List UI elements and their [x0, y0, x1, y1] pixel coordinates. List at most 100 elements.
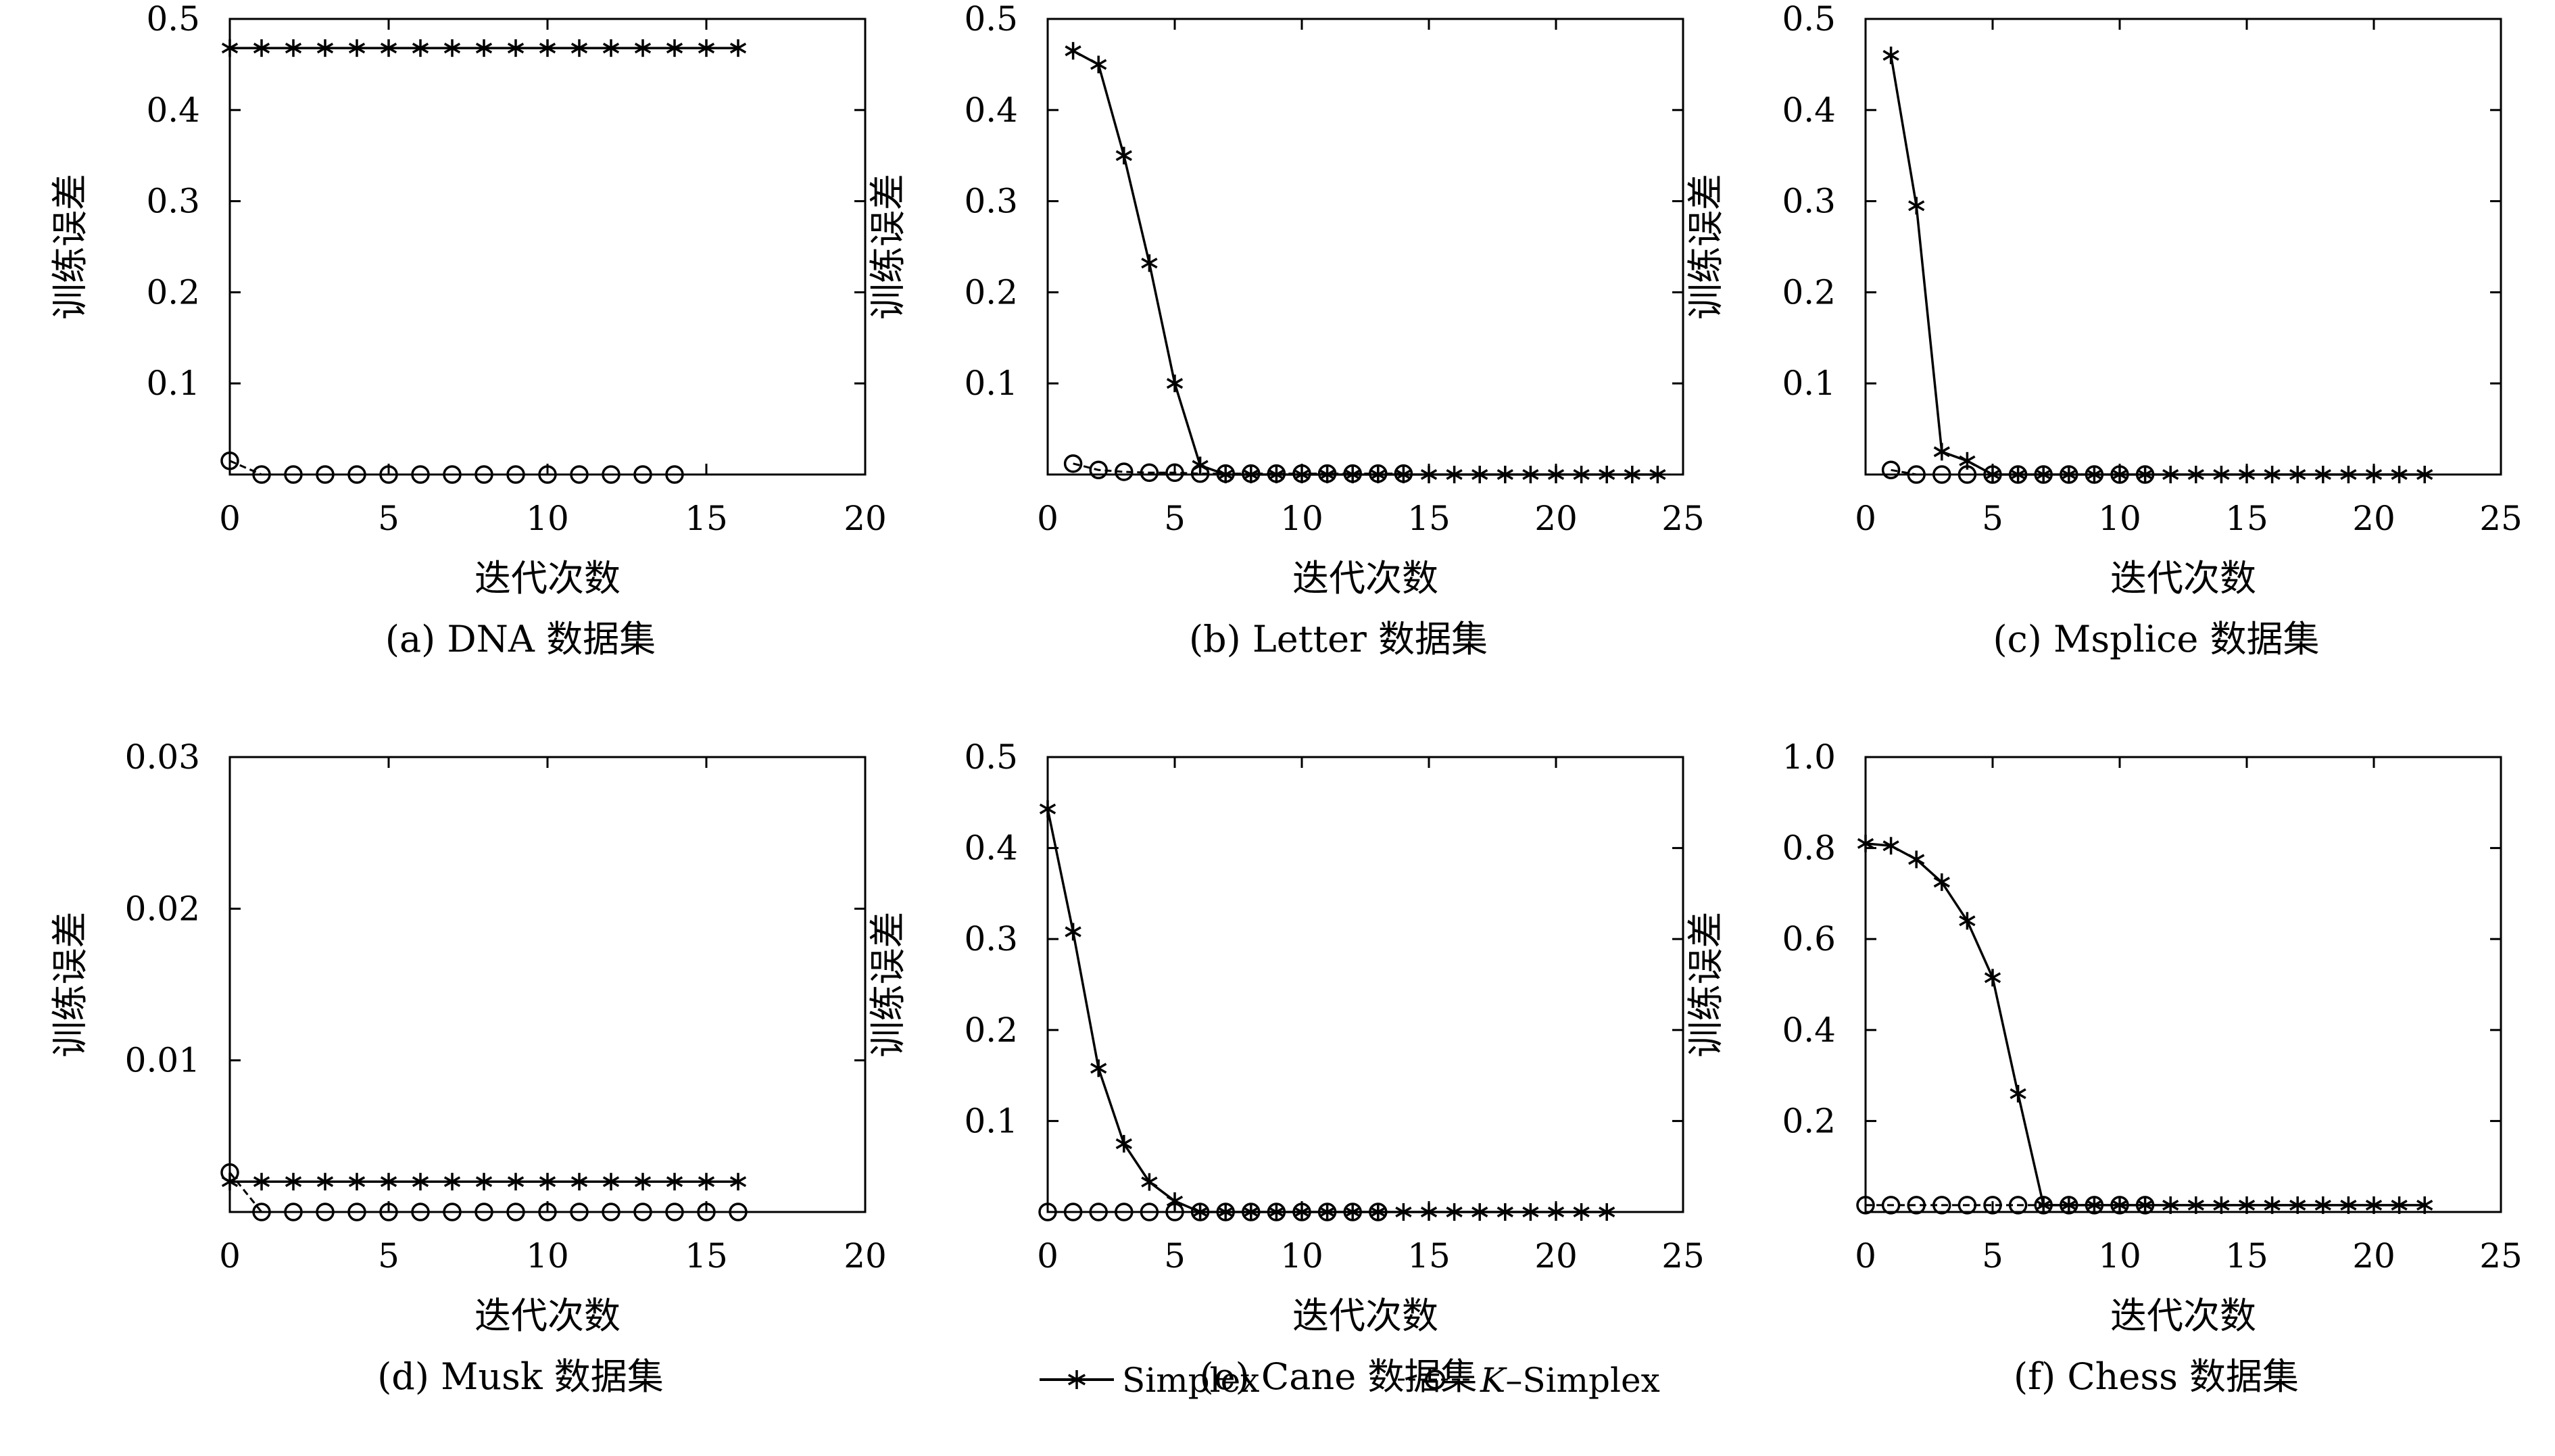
x-tick-label: 15 [685, 499, 728, 538]
data-point-circle [1317, 464, 1337, 483]
x-tick-label: 25 [2479, 1236, 2523, 1276]
x-tick-label: 20 [2352, 499, 2395, 538]
x-tick-label: 0 [219, 499, 241, 538]
y-tick-label: 0.3 [964, 182, 1018, 221]
series-line [1072, 49, 1658, 476]
legend-ksimplex-k: K [1480, 1361, 1507, 1400]
y-tick-label: 0.8 [1782, 829, 1836, 868]
data-point-star [1649, 466, 1666, 483]
data-point-circle [2085, 465, 2104, 484]
data-point-star [2162, 1196, 2179, 1214]
data-point-circle [252, 1203, 271, 1221]
series-k-simplex [1038, 1203, 1388, 1221]
data-point-circle [284, 1203, 303, 1221]
x-tick-label: 0 [1037, 1236, 1058, 1276]
data-point-circle [1856, 1196, 1875, 1215]
x-tick-label: 0 [1855, 1236, 1876, 1276]
series-line [1073, 462, 1404, 475]
data-point-star [443, 1173, 461, 1191]
x-tick-label: 20 [844, 499, 887, 538]
data-point-star [2314, 1196, 2331, 1214]
data-point-circle [1089, 460, 1108, 480]
y-tick-label: 0.4 [146, 91, 200, 130]
x-tick-label: 15 [685, 1236, 728, 1276]
y-tick-label: 0.1 [1782, 364, 1836, 403]
data-point-star [2010, 1085, 2026, 1103]
data-point-star [1115, 147, 1132, 165]
data-point-circle [1881, 460, 1901, 480]
y-tick-label: 0.3 [146, 182, 200, 221]
data-point-circle [1063, 1203, 1083, 1221]
data-point-circle [411, 1203, 430, 1221]
data-point-circle [284, 465, 303, 484]
panel-caption: (f) Chess 数据集 [2014, 1355, 2299, 1398]
x-axis-label: 迭代次数 [474, 557, 620, 600]
data-point-circle [570, 1203, 589, 1221]
data-point-star [1573, 1203, 1590, 1221]
y-tick-label: 0.5 [964, 0, 1018, 39]
data-point-circle [379, 465, 398, 484]
series-simplex [221, 39, 747, 57]
data-point-star [1933, 873, 1950, 892]
data-point-circle [602, 465, 620, 484]
data-point-star [698, 39, 715, 57]
x-tick-label: 0 [219, 1236, 241, 1276]
data-point-star [1522, 1203, 1539, 1221]
plot-frame [228, 18, 867, 476]
data-point-star [602, 1173, 620, 1191]
data-point-circle [1242, 1203, 1261, 1221]
chart-panel-5: 0 5 10 15 20 25 0.1 0.2 0.3 0.4 0.5 迭代次数 训练误差 (e) Can… [867, 737, 1705, 1398]
data-point-circle [1115, 1203, 1134, 1221]
legend-ksimplex-rest: –Simplex [1505, 1361, 1659, 1400]
data-point-circle [1089, 1203, 1108, 1221]
data-point-star [729, 1173, 747, 1191]
data-point-star [1242, 1203, 1259, 1221]
data-point-star [1065, 923, 1081, 941]
x-tick-label: 5 [1982, 499, 2003, 538]
data-point-star [1496, 1203, 1513, 1221]
data-point-star [2187, 466, 2204, 483]
data-point-star [221, 39, 239, 57]
data-point-star [2060, 1196, 2077, 1214]
data-point-star [2416, 466, 2433, 483]
x-tick-label: 5 [1164, 1236, 1186, 1276]
data-point-circle [1907, 1196, 1926, 1215]
data-point-star [2187, 1196, 2204, 1214]
data-point-star [1624, 466, 1640, 483]
data-point-star [666, 39, 683, 57]
y-tick-label: 0.5 [1782, 0, 1836, 39]
data-point-circle [474, 465, 493, 484]
data-point-circle [316, 1203, 335, 1221]
y-tick-label: 0.03 [125, 737, 200, 777]
data-point-star [2340, 1196, 2357, 1214]
data-point-star [602, 39, 620, 57]
x-tick-label: 5 [378, 1236, 399, 1276]
y-tick-label: 0.4 [1782, 91, 1836, 130]
data-point-star [1141, 1173, 1158, 1191]
data-point-circle [1216, 1203, 1235, 1221]
y-axis-label: 训练误差 [49, 912, 91, 1058]
data-point-star [2137, 1196, 2154, 1214]
x-tick-label: 10 [526, 1236, 569, 1276]
data-point-star [316, 1173, 334, 1191]
data-point-star [1065, 42, 1081, 60]
data-point-circle [633, 465, 652, 484]
y-tick-label: 0.1 [964, 364, 1018, 403]
data-point-star [2289, 466, 2306, 483]
data-point-star [380, 39, 397, 57]
data-point-star [475, 39, 493, 57]
y-tick-label: 0.2 [964, 1011, 1018, 1050]
data-point-circle [1292, 1203, 1311, 1221]
y-axis-label: 训练误差 [1684, 174, 1727, 320]
x-tick-label: 20 [844, 1236, 887, 1276]
series-line [228, 1171, 738, 1213]
data-point-star [507, 1173, 525, 1191]
plot-frame [1046, 756, 1684, 1213]
data-point-star [1496, 466, 1513, 483]
series-k-simplex [1063, 454, 1413, 483]
data-point-circle [220, 452, 239, 470]
legend-simplex-marker [1068, 1370, 1086, 1389]
y-tick-label: 0.3 [964, 919, 1018, 958]
legend: Simplex K–Simplex [1040, 1361, 1660, 1400]
y-tick-label: 0.3 [1782, 182, 1836, 221]
